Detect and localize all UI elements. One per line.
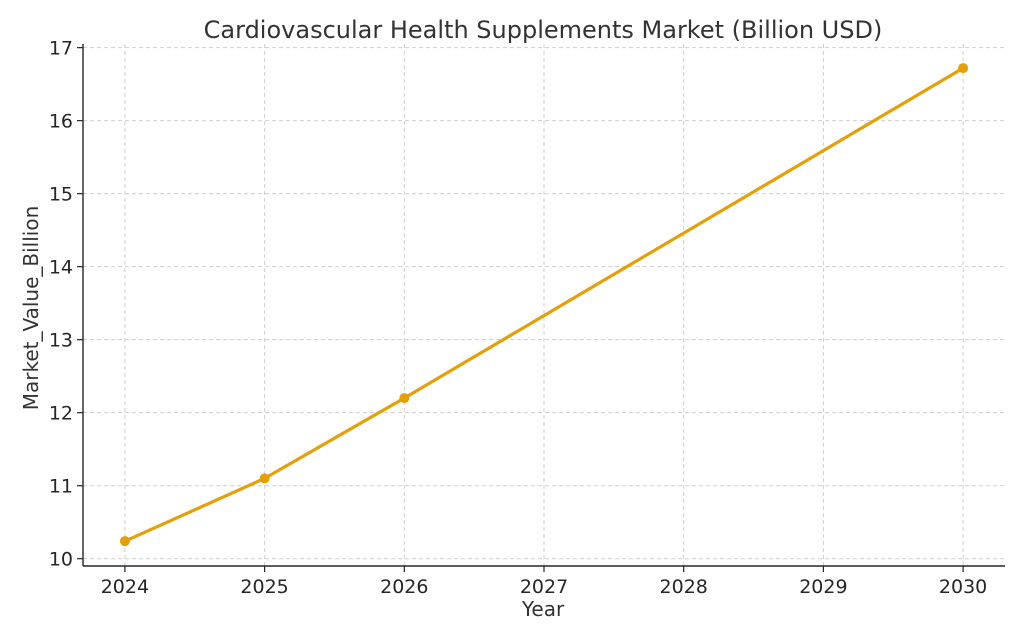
data-point: [958, 63, 969, 74]
x-tick-label: 2025: [240, 576, 288, 598]
x-tick-label: 2028: [660, 576, 708, 598]
y-tick-label: 13: [49, 330, 73, 352]
y-tick-label: 16: [49, 111, 73, 133]
x-tick-label: 2026: [380, 576, 428, 598]
data-point: [259, 473, 270, 484]
x-tick-label: 2027: [520, 576, 568, 598]
data-point: [399, 393, 410, 404]
x-tick-label: 2029: [799, 576, 847, 598]
y-tick-label: 15: [49, 184, 73, 206]
y-tick-label: 10: [49, 549, 73, 571]
y-tick-label: 12: [49, 403, 73, 425]
x-axis-label: Year: [521, 597, 565, 621]
x-tick-label: 2024: [101, 576, 149, 598]
chart-title: Cardiovascular Health Supplements Market…: [204, 16, 883, 44]
series: [119, 63, 969, 547]
y-tick-label: 17: [49, 38, 73, 60]
data-point: [119, 536, 130, 547]
y-tick-label: 14: [49, 257, 73, 279]
grid: [83, 44, 1005, 566]
ticks: 2024 2025 2026 2027 2028 2029 2030 10 11 12 13 14 15…: [49, 38, 987, 598]
y-axis-label: Market_Value_Billion: [19, 206, 43, 411]
x-tick-label: 2030: [939, 576, 987, 598]
y-tick-label: 11: [49, 476, 73, 498]
